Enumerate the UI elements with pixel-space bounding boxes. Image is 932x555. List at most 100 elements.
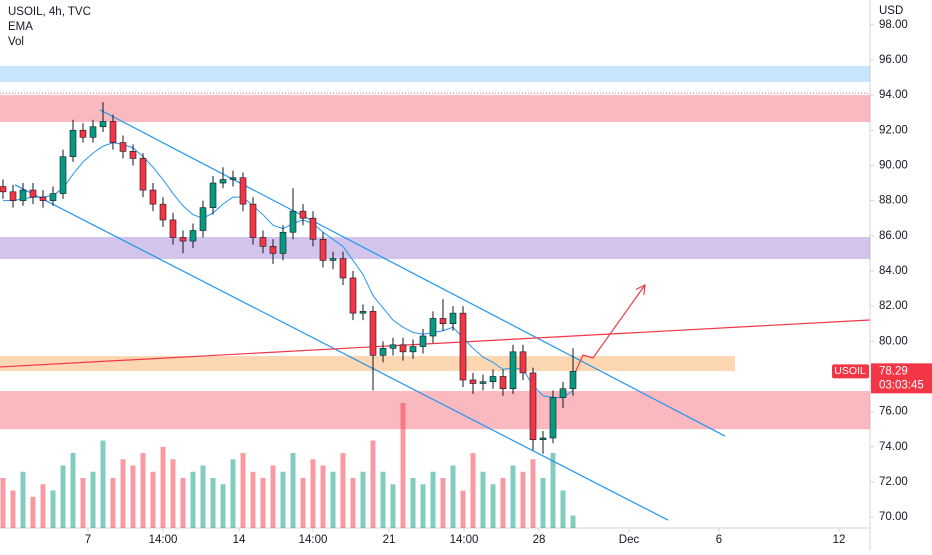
volume-bar bbox=[510, 465, 516, 528]
zone bbox=[0, 356, 735, 371]
candle-body bbox=[9, 191, 17, 201]
candle-body bbox=[369, 311, 377, 356]
candle-body bbox=[239, 177, 247, 205]
candle-body bbox=[219, 179, 227, 184]
volume-bar bbox=[100, 440, 106, 528]
zone bbox=[0, 95, 870, 123]
volume-bar bbox=[190, 471, 196, 528]
volume-bar bbox=[180, 478, 186, 528]
volume-bar bbox=[70, 453, 76, 528]
candle-body bbox=[529, 372, 537, 441]
plot bbox=[0, 65, 871, 528]
candle-body bbox=[469, 379, 477, 384]
candle-body bbox=[249, 203, 257, 238]
volume-bar bbox=[520, 471, 526, 528]
volume-bar bbox=[290, 453, 296, 528]
candle-body bbox=[449, 312, 457, 324]
candle-body bbox=[549, 397, 557, 439]
candle-body bbox=[439, 318, 447, 324]
candle-body bbox=[159, 203, 167, 221]
candle-body bbox=[279, 231, 287, 254]
zone bbox=[0, 391, 870, 430]
volume-bar bbox=[570, 515, 576, 528]
price-tag-label: 78.29 bbox=[879, 365, 908, 377]
candle-body bbox=[59, 156, 67, 194]
candle-body bbox=[89, 126, 97, 138]
candle-body bbox=[179, 237, 187, 242]
candle-body bbox=[389, 344, 397, 349]
volume-bar bbox=[150, 471, 156, 528]
volume-bar bbox=[450, 465, 456, 528]
y-tick-label: 80.00 bbox=[879, 335, 908, 347]
volume-bar bbox=[300, 478, 306, 528]
candle-body bbox=[139, 158, 147, 191]
arrow-head bbox=[635, 283, 646, 296]
candle-body bbox=[99, 121, 107, 128]
volume-bar bbox=[210, 478, 216, 528]
candle-body bbox=[269, 246, 277, 254]
candle-body bbox=[429, 318, 437, 337]
candle-body bbox=[119, 142, 127, 152]
volume-bar bbox=[560, 490, 566, 528]
y-tick-label: 84.00 bbox=[879, 265, 908, 277]
y-tick-label: 94.00 bbox=[879, 89, 908, 101]
x-tick-label: 14:00 bbox=[299, 534, 328, 546]
volume-bar bbox=[320, 465, 326, 528]
candle-body bbox=[259, 237, 267, 247]
y-tick-label: 92.00 bbox=[879, 124, 908, 136]
volume-bar bbox=[270, 465, 276, 528]
x-tick-label: 14 bbox=[233, 534, 246, 546]
volume-bar bbox=[90, 471, 96, 528]
candle-body bbox=[419, 335, 427, 347]
drawing-line bbox=[14, 184, 669, 521]
y-tick-label: 86.00 bbox=[879, 230, 908, 242]
candle-body bbox=[69, 129, 77, 157]
volume-bar bbox=[260, 478, 266, 528]
volume-bar bbox=[130, 465, 136, 528]
volume-bar bbox=[160, 446, 166, 528]
candle-body bbox=[409, 346, 417, 353]
volume-bar bbox=[120, 459, 126, 528]
drawing-line bbox=[574, 284, 646, 374]
candle-body bbox=[479, 381, 487, 384]
candle-body bbox=[189, 230, 197, 242]
volume-bar bbox=[250, 471, 256, 528]
volume-bar bbox=[550, 453, 556, 528]
drawing-line bbox=[99, 109, 726, 437]
candle-body bbox=[569, 371, 577, 390]
candle-body bbox=[289, 210, 297, 233]
candle-body bbox=[539, 437, 547, 441]
symbol-tag-label: USOIL bbox=[834, 365, 866, 377]
volume-bar bbox=[10, 490, 16, 528]
candle-body bbox=[129, 151, 137, 159]
y-tick-label: 88.00 bbox=[879, 195, 908, 207]
symbol-tag bbox=[832, 364, 869, 379]
volume-bar bbox=[110, 478, 116, 528]
volume-bar bbox=[480, 471, 486, 528]
candle-body bbox=[339, 258, 347, 279]
volume-bar bbox=[80, 478, 86, 528]
candle-body bbox=[79, 129, 87, 138]
candle-body bbox=[299, 210, 307, 219]
x-tick-label: 12 bbox=[833, 534, 846, 546]
candle-body bbox=[149, 189, 157, 205]
candle-body bbox=[329, 258, 337, 261]
volume-bar bbox=[420, 484, 426, 528]
indicator-label: Vol bbox=[8, 36, 24, 48]
volume-bar bbox=[410, 478, 416, 528]
volume-bar bbox=[490, 484, 496, 528]
price-tag bbox=[871, 363, 932, 394]
y-tick-label: 96.00 bbox=[879, 54, 908, 66]
candle-body bbox=[19, 189, 27, 201]
candle-body bbox=[209, 182, 217, 208]
volume-bar bbox=[240, 453, 246, 528]
candle-body bbox=[399, 344, 407, 353]
volume-bar bbox=[230, 459, 236, 528]
volume-bar bbox=[530, 459, 536, 528]
candle-body bbox=[319, 238, 327, 261]
volume-bar bbox=[360, 471, 366, 528]
volume-bar bbox=[60, 465, 66, 528]
ema-line bbox=[3, 142, 574, 399]
zone bbox=[0, 65, 870, 82]
